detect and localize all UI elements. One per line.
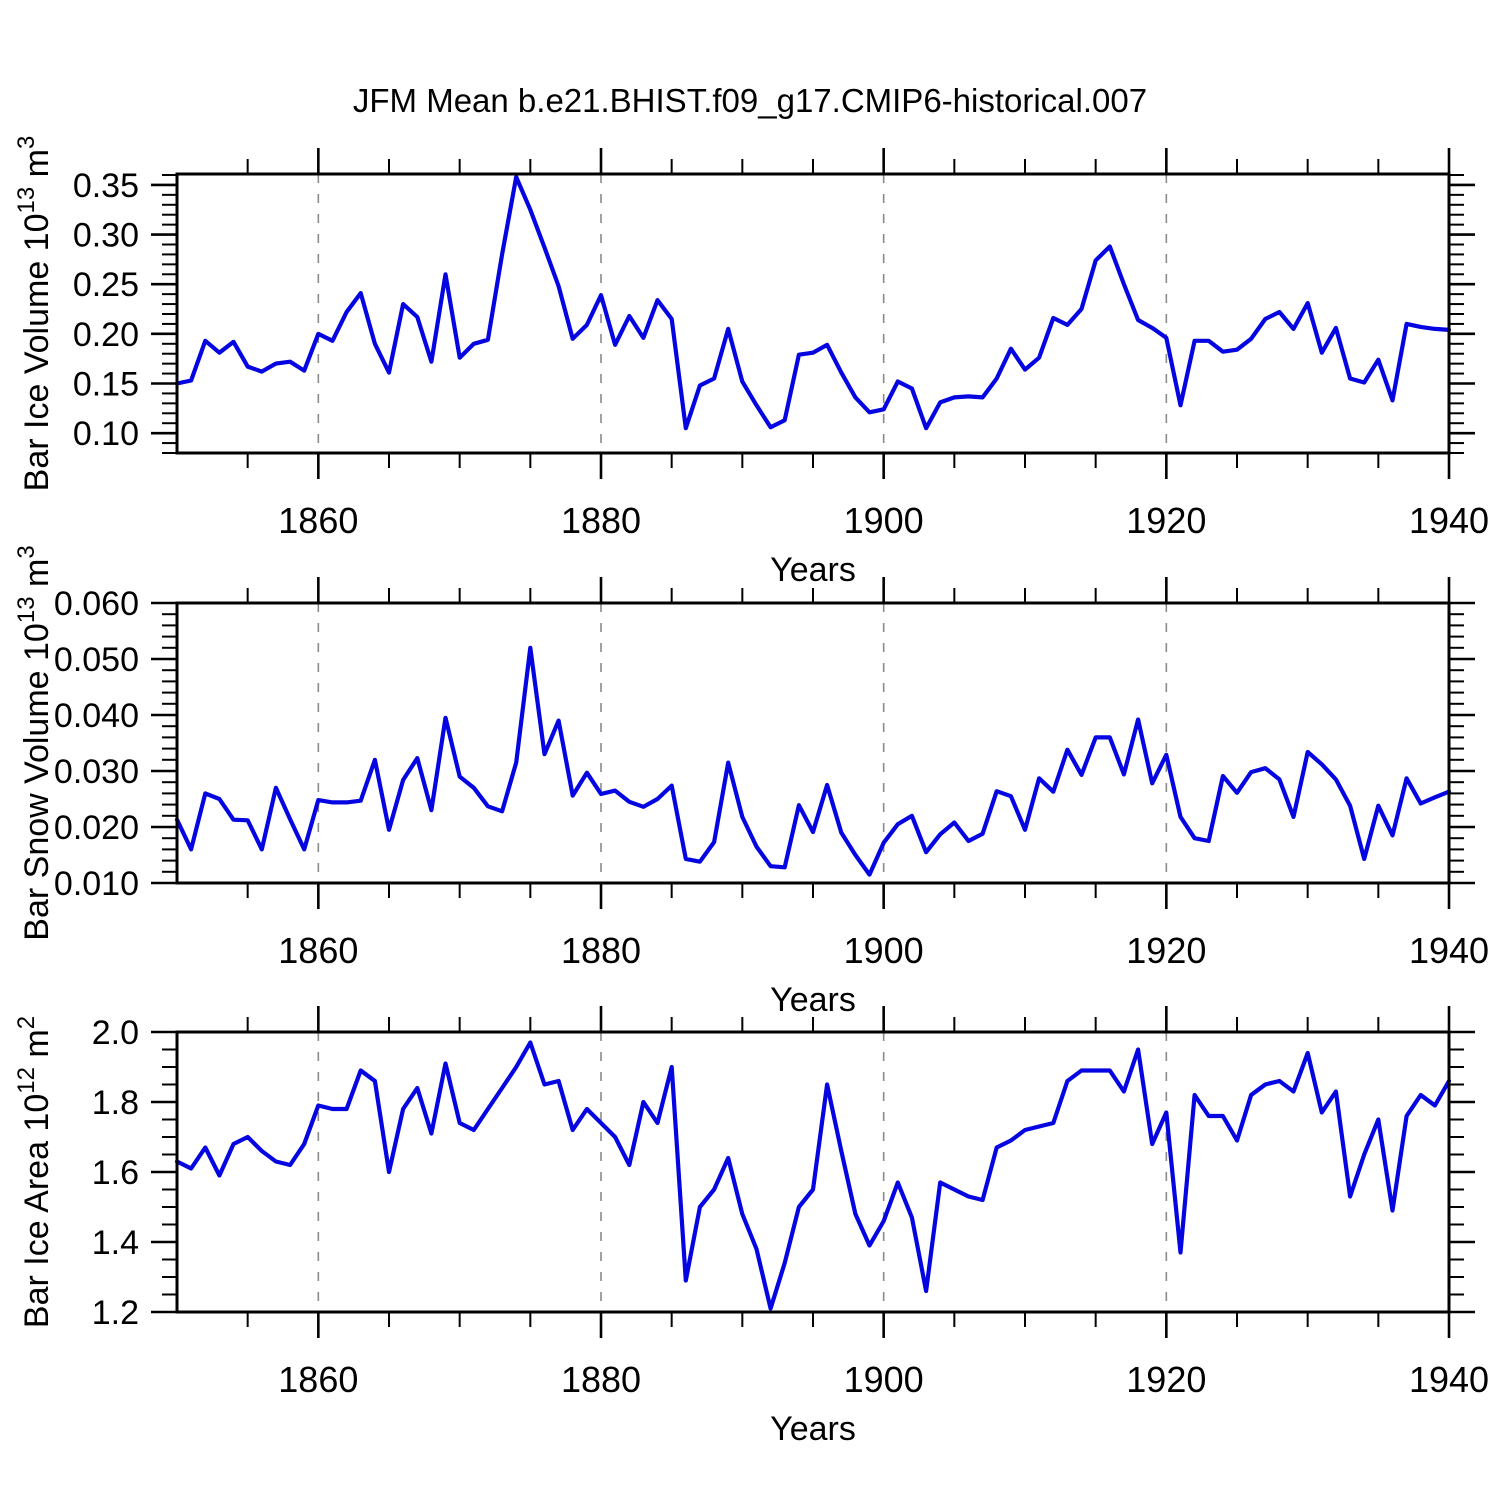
y-axis-label-text: Bar Ice Area 10 (18, 1094, 56, 1328)
y-tick-label: 0.050 (54, 641, 139, 679)
x-tick-label: 1940 (1409, 1359, 1489, 1400)
x-tick-label: 1880 (561, 930, 641, 971)
y-tick-label: 0.35 (73, 167, 139, 205)
x-tick-label: 1920 (1126, 930, 1206, 971)
x-tick-label: 1900 (844, 1359, 924, 1400)
x-tick-label: 1920 (1126, 500, 1206, 541)
y-axis-label: Bar Snow Volume 1013 m3 (13, 545, 56, 940)
y-tick-label: 0.030 (54, 753, 139, 791)
y-tick-label: 0.20 (73, 316, 139, 354)
y-axis-label-text: m (18, 559, 56, 597)
x-tick-label: 1940 (1409, 930, 1489, 971)
data-line-ice-volume (174, 174, 1452, 431)
y-tick-label: 0.020 (54, 809, 139, 847)
y-tick-label: 1.6 (92, 1154, 139, 1192)
y-axis-label-text: m (18, 149, 56, 187)
chart-ice-volume: 0.35 0.30 0.25 0.20 0.15 0.10 1860 1880 1900 1920… (13, 136, 1489, 589)
x-tick-label: 1920 (1126, 1359, 1206, 1400)
x-tick-label: 1900 (844, 930, 924, 971)
y-axis-label-superscript: 3 (13, 136, 40, 149)
plot-frame (175, 601, 1451, 885)
y-axis-label-superscript: 13 (13, 596, 40, 623)
y-tick-label: 1.8 (92, 1084, 139, 1122)
y-axis-label-superscript: 13 (13, 187, 40, 214)
y-tick-label: 0.060 (54, 585, 139, 623)
y-tick-label: 2.0 (92, 1014, 139, 1052)
figure-title: JFM Mean b.e21.BHIST.f09_g17.CMIP6-histo… (352, 82, 1148, 119)
y-axis-label: Bar Ice Volume 1013 m3 (13, 136, 56, 492)
y-axis-label-superscript: 2 (13, 1016, 40, 1029)
x-axis-label: Years (770, 551, 856, 589)
chart-snow-volume: 0.060 0.050 0.040 0.030 0.020 0.010 1860 1880 19… (13, 545, 1489, 1019)
y-axis-label-text: Bar Ice Volume 10 (18, 214, 56, 492)
x-tick-label: 1900 (844, 500, 924, 541)
y-axis-label-text: Bar Snow Volume 10 (18, 623, 56, 941)
y-tick-label: 0.25 (73, 266, 139, 304)
y-axis-label-superscript: 12 (13, 1067, 40, 1094)
data-line-ice-area (174, 1040, 1452, 1311)
y-tick-label: 1.2 (92, 1294, 139, 1332)
y-axis-label-superscript: 3 (13, 545, 40, 558)
x-tick-label: 1860 (278, 930, 358, 971)
y-axis-label-text: m (18, 1029, 56, 1067)
y-axis-label: Bar Ice Area 1012 m2 (13, 1016, 56, 1328)
y-tick-label: 0.30 (73, 216, 139, 254)
x-tick-label: 1860 (278, 1359, 358, 1400)
y-tick-label: 1.4 (92, 1224, 139, 1262)
data-line-snow-volume (174, 645, 1452, 877)
y-tick-label: 0.010 (54, 865, 139, 903)
chart-ice-area: 2.0 1.8 1.6 1.4 1.2 1860 1880 1900 1920 1940 Years… (13, 1006, 1489, 1448)
x-axis-label: Years (770, 981, 856, 1019)
x-tick-label: 1860 (278, 500, 358, 541)
x-axis-label: Years (770, 1410, 856, 1448)
y-tick-label: 0.15 (73, 365, 139, 403)
x-tick-label: 1880 (561, 500, 641, 541)
x-tick-label: 1940 (1409, 500, 1489, 541)
y-tick-label: 0.10 (73, 415, 139, 453)
x-tick-label: 1880 (561, 1359, 641, 1400)
y-tick-label: 0.040 (54, 697, 139, 735)
